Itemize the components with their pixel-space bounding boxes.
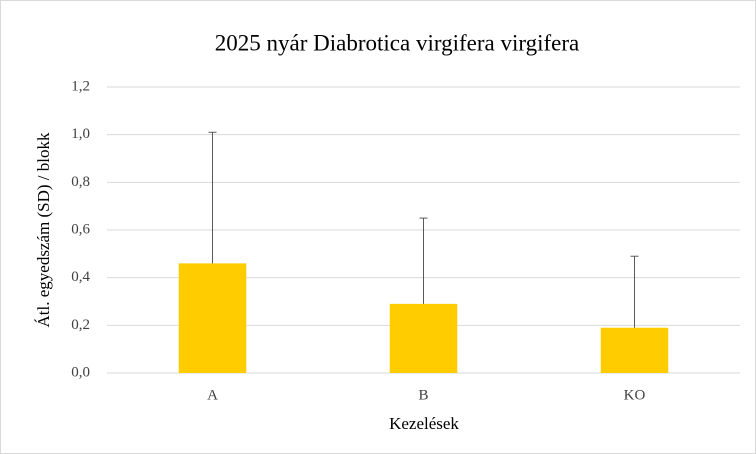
x-tick-label: B (418, 387, 428, 403)
y-tick-label: 0,8 (71, 174, 90, 190)
y-tick-label: 1,2 (71, 78, 90, 94)
chart-title: 2025 nyár Diabrotica virgifera virgifera (215, 30, 579, 55)
x-tick-label: A (207, 387, 218, 403)
bar (178, 263, 247, 373)
x-tick-label: KO (624, 387, 646, 403)
bar (600, 327, 669, 373)
y-axis-label: Átl. egyedszám (SD) / blokk (34, 132, 53, 327)
bar (389, 303, 458, 373)
y-tick-label: 0,0 (71, 364, 90, 380)
x-axis-label: Kezelések (389, 414, 459, 433)
y-tick-label: 0,6 (71, 221, 90, 237)
y-tick-label: 0,4 (71, 269, 90, 285)
y-tick-label: 0,2 (71, 317, 90, 333)
y-tick-label: 1,0 (71, 126, 90, 142)
